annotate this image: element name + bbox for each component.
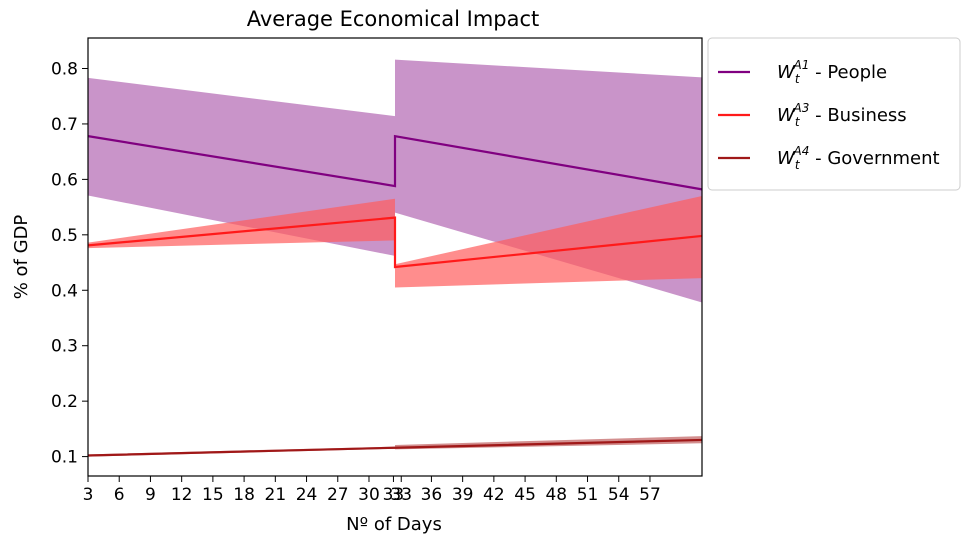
x-tick-label: 9 bbox=[145, 485, 156, 505]
legend-label-2: WtA3 - Business bbox=[777, 101, 907, 129]
series-line-3 bbox=[87, 438, 703, 457]
x-axis-label: Nº of Days bbox=[346, 514, 442, 535]
y-tick-label: 0.2 bbox=[51, 392, 78, 412]
y-tick-label: 0.4 bbox=[51, 281, 78, 301]
confidence-band-2-segment-2 bbox=[395, 196, 702, 288]
x-tick-label: 33 bbox=[390, 485, 412, 505]
x-tick-label: 36 bbox=[421, 485, 443, 505]
series-line-2 bbox=[87, 216, 703, 269]
x-tick-label: 33 bbox=[383, 485, 405, 505]
x-tick-label: 48 bbox=[545, 485, 567, 505]
x-tick-label: 3 bbox=[83, 485, 94, 505]
chart-title: Average Economical Impact bbox=[247, 7, 540, 31]
x-tick-label: 21 bbox=[265, 485, 287, 505]
x-tick-label: 6 bbox=[114, 485, 125, 505]
x-tick-label: 45 bbox=[514, 485, 536, 505]
x-tick-label: 30 bbox=[358, 485, 380, 505]
x-tick-label: 24 bbox=[296, 485, 318, 505]
x-tick-label: 18 bbox=[233, 485, 255, 505]
x-tick-label: 57 bbox=[639, 485, 661, 505]
y-axis: 0.1 0.2 0.3 0.4 0.5 0.6 0.7 0.8 bbox=[51, 59, 88, 468]
y-tick-label: 0.6 bbox=[51, 170, 78, 190]
x-tick-label: 54 bbox=[608, 485, 630, 505]
x-tick-label: 15 bbox=[202, 485, 224, 505]
series-line-1 bbox=[87, 134, 703, 191]
legend-box bbox=[707, 37, 961, 191]
x-tick-label: 42 bbox=[483, 485, 505, 505]
plot-frame bbox=[87, 37, 703, 477]
y-tick-label: 0.1 bbox=[51, 448, 78, 468]
legend: WtA1 - People WtA3 - Business WtA4 - Gover… bbox=[707, 37, 961, 191]
legend-label-1: WtA1 - People bbox=[777, 58, 887, 86]
plot-area bbox=[87, 37, 703, 477]
x-tick-label: 27 bbox=[327, 485, 349, 505]
confidence-bands bbox=[88, 59, 702, 457]
confidence-band-2-segment-1 bbox=[88, 198, 395, 249]
series-lines bbox=[87, 134, 703, 457]
x-tick-label: 51 bbox=[577, 485, 599, 505]
x-tick-label: 39 bbox=[452, 485, 474, 505]
y-axis-label: % of GDP bbox=[11, 215, 32, 300]
y-tick-label: 0.7 bbox=[51, 115, 78, 135]
legend-label-3: WtA4 - Government bbox=[777, 144, 940, 172]
y-tick-label: 0.3 bbox=[51, 337, 78, 357]
x-tick-label: 12 bbox=[171, 485, 193, 505]
y-tick-label: 0.8 bbox=[51, 59, 78, 79]
y-tick-label: 0.5 bbox=[51, 226, 78, 246]
